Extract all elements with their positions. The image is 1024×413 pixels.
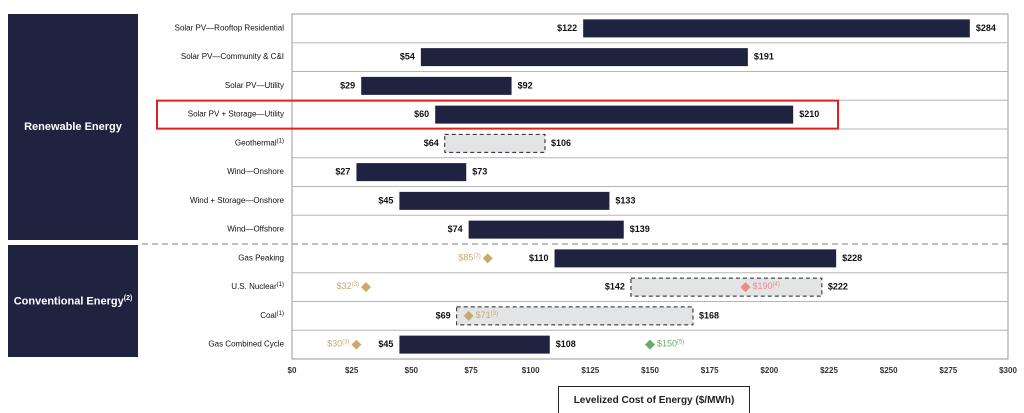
x-tick-label: $0 [288, 366, 297, 375]
low-value-label: $45 [378, 339, 393, 349]
row-label: Coal(1) [260, 310, 284, 320]
high-value-label: $191 [754, 52, 774, 62]
group-label-conventional: Conventional Energy(2) [13, 294, 133, 308]
group-conventional-energy: Conventional Energy(2) [8, 245, 138, 357]
low-value-label: $45 [378, 195, 393, 205]
x-tick-label: $250 [880, 366, 898, 375]
highlight-box [156, 99, 839, 130]
row-label: Wind + Storage—Onshore [190, 196, 285, 205]
high-value-label: $139 [630, 224, 650, 234]
x-tick-label: $275 [939, 366, 957, 375]
marker-diamond [740, 282, 751, 293]
high-value-label: $106 [551, 138, 571, 148]
low-value-label: $54 [400, 52, 415, 62]
range-bar [420, 48, 748, 67]
range-bar [468, 220, 624, 239]
marker-label: $30(3) [327, 339, 349, 349]
x-tick-label: $100 [522, 366, 540, 375]
row-label: U.S. Nuclear(1) [231, 282, 284, 292]
low-value-label: $74 [448, 224, 463, 234]
x-tick-label: $175 [701, 366, 719, 375]
range-bar [361, 76, 512, 95]
row-label: Gas Combined Cycle [208, 340, 284, 349]
row-label: Solar PV + Storage—Utility [188, 110, 284, 119]
x-tick-label: $200 [760, 366, 778, 375]
low-value-label: $64 [424, 138, 439, 148]
x-tick-label: $150 [641, 366, 659, 375]
range-bar [583, 19, 970, 38]
range-bar [399, 191, 610, 210]
range-bar [456, 306, 694, 326]
range-bar [444, 133, 546, 153]
group-label-renewable: Renewable Energy [24, 121, 122, 133]
low-value-label: $27 [335, 167, 350, 177]
low-value-label: $110 [529, 253, 549, 263]
marker-diamond [645, 339, 655, 350]
row-label: Solar PV—Community & C&I [181, 52, 284, 61]
x-tick-label: $75 [464, 366, 478, 375]
high-value-label: $222 [828, 282, 848, 292]
row-label: Geothermal(1) [235, 138, 284, 148]
low-value-label: $69 [436, 310, 451, 320]
range-bar [630, 277, 823, 297]
marker-diamond [463, 310, 474, 321]
low-value-label: $142 [605, 282, 625, 292]
high-value-label: $92 [518, 80, 533, 90]
group-renewable-energy: Renewable Energy [8, 14, 138, 240]
high-value-label: $108 [556, 339, 576, 349]
row-label: Solar PV—Utility [225, 81, 284, 90]
marker-diamond [482, 253, 493, 264]
high-value-label: $168 [699, 310, 719, 320]
low-value-label: $29 [340, 80, 355, 90]
row-label: Solar PV—Rooftop Residential [175, 23, 285, 32]
low-value-label: $60 [414, 109, 429, 119]
high-value-label: $228 [842, 253, 862, 263]
high-value-label: $210 [799, 109, 819, 119]
high-value-label: $284 [976, 23, 996, 33]
marker-label: $85(3) [458, 253, 480, 263]
high-value-label: $73 [472, 167, 487, 177]
marker-label: $32(3) [337, 282, 359, 292]
marker-label: $190(4) [752, 282, 779, 292]
row-label: Wind—Offshore [227, 225, 284, 234]
marker-diamond [360, 282, 371, 293]
range-bar [356, 163, 467, 182]
range-bar [399, 335, 550, 354]
marker-diamond [351, 339, 362, 350]
range-bar [554, 249, 837, 268]
high-value-label: $133 [615, 195, 635, 205]
marker-label: $150(5) [657, 339, 684, 349]
x-tick-label: $25 [345, 366, 359, 375]
x-tick-label: $50 [405, 366, 419, 375]
x-tick-label: $300 [999, 366, 1017, 375]
marker-label: $71(3) [476, 310, 498, 320]
row-label: Wind—Onshore [227, 167, 284, 176]
low-value-label: $122 [557, 23, 577, 33]
row-label: Gas Peaking [238, 253, 284, 262]
x-axis-title: Levelized Cost of Energy ($/MWh) [558, 386, 750, 413]
x-tick-label: $125 [581, 366, 599, 375]
x-tick-label: $225 [820, 366, 838, 375]
range-bar [435, 105, 794, 124]
